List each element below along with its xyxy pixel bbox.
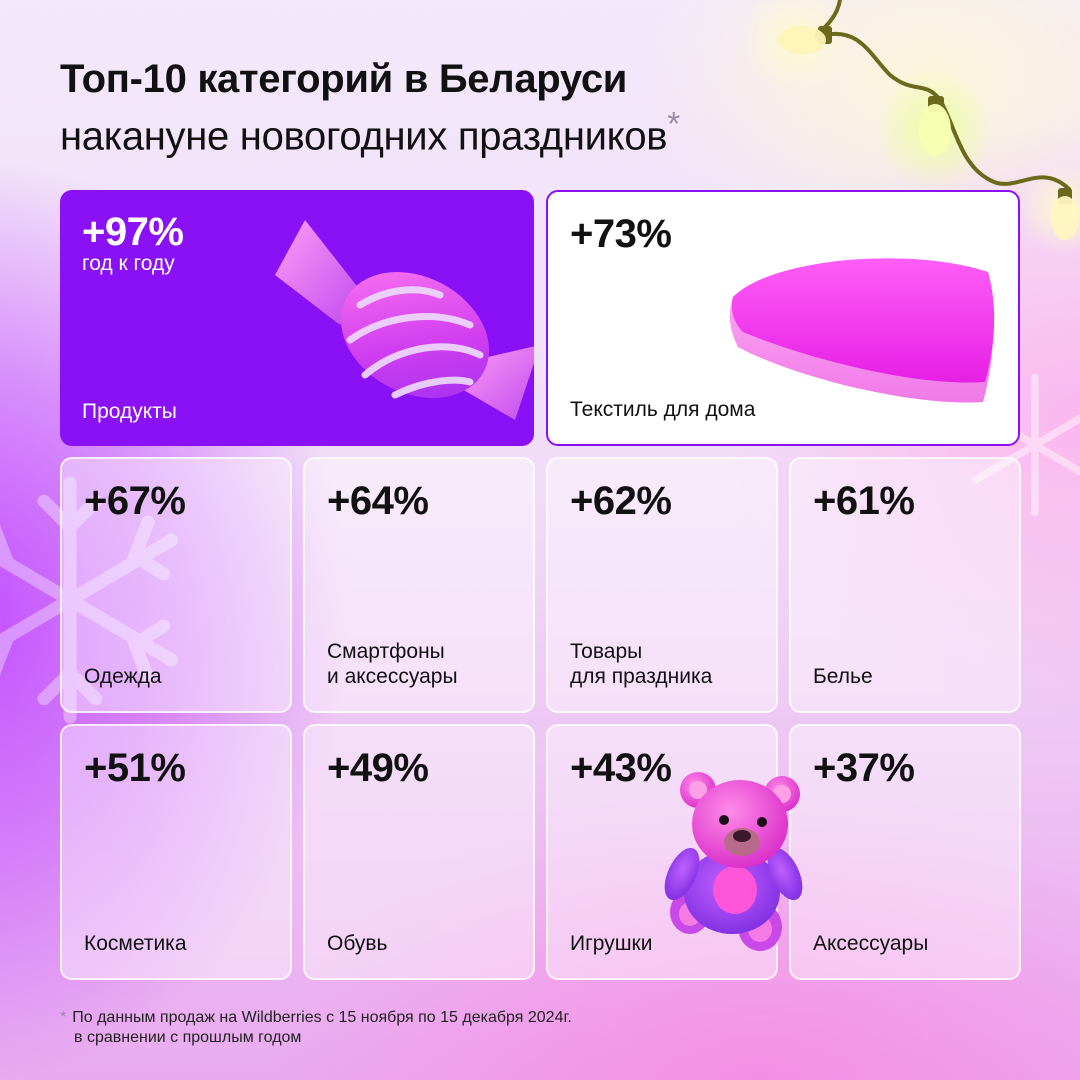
category-card-cosmetics: +51% Косметика [60,724,292,980]
category-label: Белье [813,665,873,688]
category-percent: +67% [84,479,186,523]
category-percent: +64% [327,479,429,523]
footnote-line-2: в сравнении с прошлым годом [74,1029,302,1046]
title-asterisk: * [667,106,680,143]
category-card-smartphones: +64% Смартфоны и аксессуары [303,457,535,713]
category-percent: +73% [570,212,672,256]
footnote-line-1: По данным продаж на Wildberries с 15 ноя… [72,1009,572,1026]
category-card-shoes: +49% Обувь [303,724,535,980]
footnote: * По данным продаж на Wildberries с 15 но… [60,1008,572,1048]
title-line-1: Топ-10 категорий в Беларуси [60,57,628,101]
title-line-2: накануне новогодних праздников [60,114,668,159]
category-card-underwear: +61% Белье [789,457,1021,713]
category-card-products: +97% год к году Продукты [60,190,534,446]
category-percent: +49% [327,746,429,790]
category-percent: +97% [82,210,184,254]
category-label: Товары для праздника [570,640,713,688]
category-label: Обувь [327,932,388,955]
candy-icon [275,220,534,420]
category-card-home-textile: +73% Текстиль для дома [546,190,1020,446]
category-label: Косметика [84,932,187,955]
category-card-holiday-goods: +62% Товары для праздника [546,457,778,713]
footnote-asterisk: * [60,1009,67,1026]
category-percent: +61% [813,479,915,523]
category-label: Аксессуары [813,932,929,955]
category-label: Одежда [84,665,162,688]
category-label: Смартфоны и аксессуары [327,640,458,688]
category-percent: +37% [813,746,915,790]
category-card-toys: +43% Игрушки [546,724,778,980]
page-title: Топ-10 категорий в Беларуси накануне нов… [60,56,680,159]
category-label: Продукты [82,400,177,423]
category-percent: +62% [570,479,672,523]
category-label: Игрушки [570,932,653,955]
category-percent: +51% [84,746,186,790]
category-card-clothing: +67% Одежда [60,457,292,713]
category-subtitle: год к году [82,252,175,275]
category-percent: +43% [570,746,672,790]
pillow-icon [729,258,995,403]
category-card-accessories: +37% Аксессуары [789,724,1021,980]
category-label: Текстиль для дома [570,398,756,421]
